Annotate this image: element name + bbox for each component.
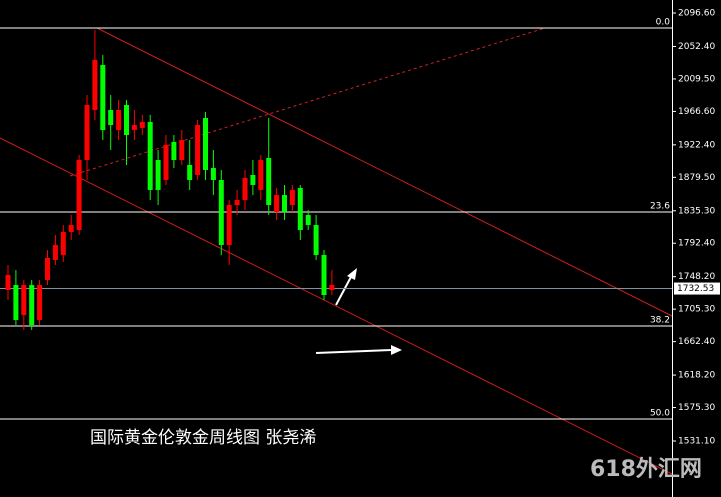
candle-body xyxy=(76,159,82,230)
dashed-trend xyxy=(69,27,546,177)
candle-body xyxy=(329,285,335,291)
candle-body xyxy=(124,104,129,136)
candle-body xyxy=(68,225,74,232)
candle-body xyxy=(84,104,90,160)
candle-body xyxy=(45,257,50,281)
candle-body xyxy=(305,215,311,226)
candle-body xyxy=(210,168,216,180)
candle-body xyxy=(5,275,11,291)
candle-body xyxy=(226,205,232,245)
candle-body xyxy=(37,285,43,320)
candle-body xyxy=(234,200,240,206)
candle-body xyxy=(195,125,201,175)
trendlines xyxy=(0,27,673,475)
candle-body xyxy=(313,225,319,255)
candle-body xyxy=(139,121,145,128)
arrow-head xyxy=(347,268,357,280)
candle-body xyxy=(116,109,122,131)
candle-body xyxy=(258,159,264,190)
candle-body xyxy=(108,109,114,126)
y-tick-label: 1531.10 xyxy=(678,436,715,446)
candle-body xyxy=(171,141,177,160)
candle-body xyxy=(13,285,19,320)
candle-body xyxy=(321,254,327,296)
candle-body xyxy=(131,125,137,131)
y-tick-label: 1705.30 xyxy=(678,305,715,315)
y-tick-label: 1575.30 xyxy=(678,403,715,413)
y-tick-label: 1792.40 xyxy=(678,239,715,249)
candle-body xyxy=(289,189,295,206)
y-tick-label: 1879.50 xyxy=(678,173,715,183)
y-tick-label: 1662.40 xyxy=(678,337,715,347)
candle-body xyxy=(52,244,58,260)
y-tick-label: 1748.20 xyxy=(678,272,715,282)
fib-label: 38.2 xyxy=(650,316,670,326)
y-tick-label: 1618.20 xyxy=(678,371,715,381)
candle-body xyxy=(179,140,185,160)
watermark: 618外汇网 xyxy=(590,456,702,482)
candle-body xyxy=(274,195,280,212)
last-price-box xyxy=(674,282,720,295)
candle-body xyxy=(297,187,303,230)
candle-body xyxy=(282,195,287,212)
channel-lower xyxy=(0,137,673,475)
candle-body xyxy=(155,159,161,190)
channel-upper xyxy=(96,27,673,317)
fib-label: 23.6 xyxy=(650,201,670,211)
candle-body xyxy=(203,117,208,170)
y-tick-label: 1966.60 xyxy=(678,107,715,117)
y-tick-label: 2009.50 xyxy=(678,74,715,84)
candle-body xyxy=(21,285,27,315)
chart-title: 国际黄金伦敦金周线图 张尧浠 xyxy=(90,428,316,448)
arrow xyxy=(315,349,393,354)
candle-body xyxy=(218,179,224,245)
candle-body xyxy=(242,178,248,201)
candle-body xyxy=(266,158,272,206)
candle-body xyxy=(187,164,193,180)
candle-body xyxy=(100,65,106,131)
candle-body xyxy=(147,121,153,190)
candle-body xyxy=(250,174,256,185)
candle-body xyxy=(92,60,98,110)
candle-body xyxy=(163,145,169,180)
y-tick-label: 2052.40 xyxy=(678,42,715,52)
fib-label: 0.0 xyxy=(656,18,671,28)
fib-label: 50.0 xyxy=(650,408,670,418)
y-tick-label: 1922.40 xyxy=(678,140,715,150)
y-tick-label: 2096.60 xyxy=(678,9,715,19)
last-price-label: 1732.53 xyxy=(677,284,714,294)
y-tick-label: 1835.30 xyxy=(678,206,715,216)
candle-body xyxy=(60,231,66,255)
arrow-head xyxy=(391,345,402,355)
arrow xyxy=(335,274,353,306)
candle-body xyxy=(29,285,35,325)
